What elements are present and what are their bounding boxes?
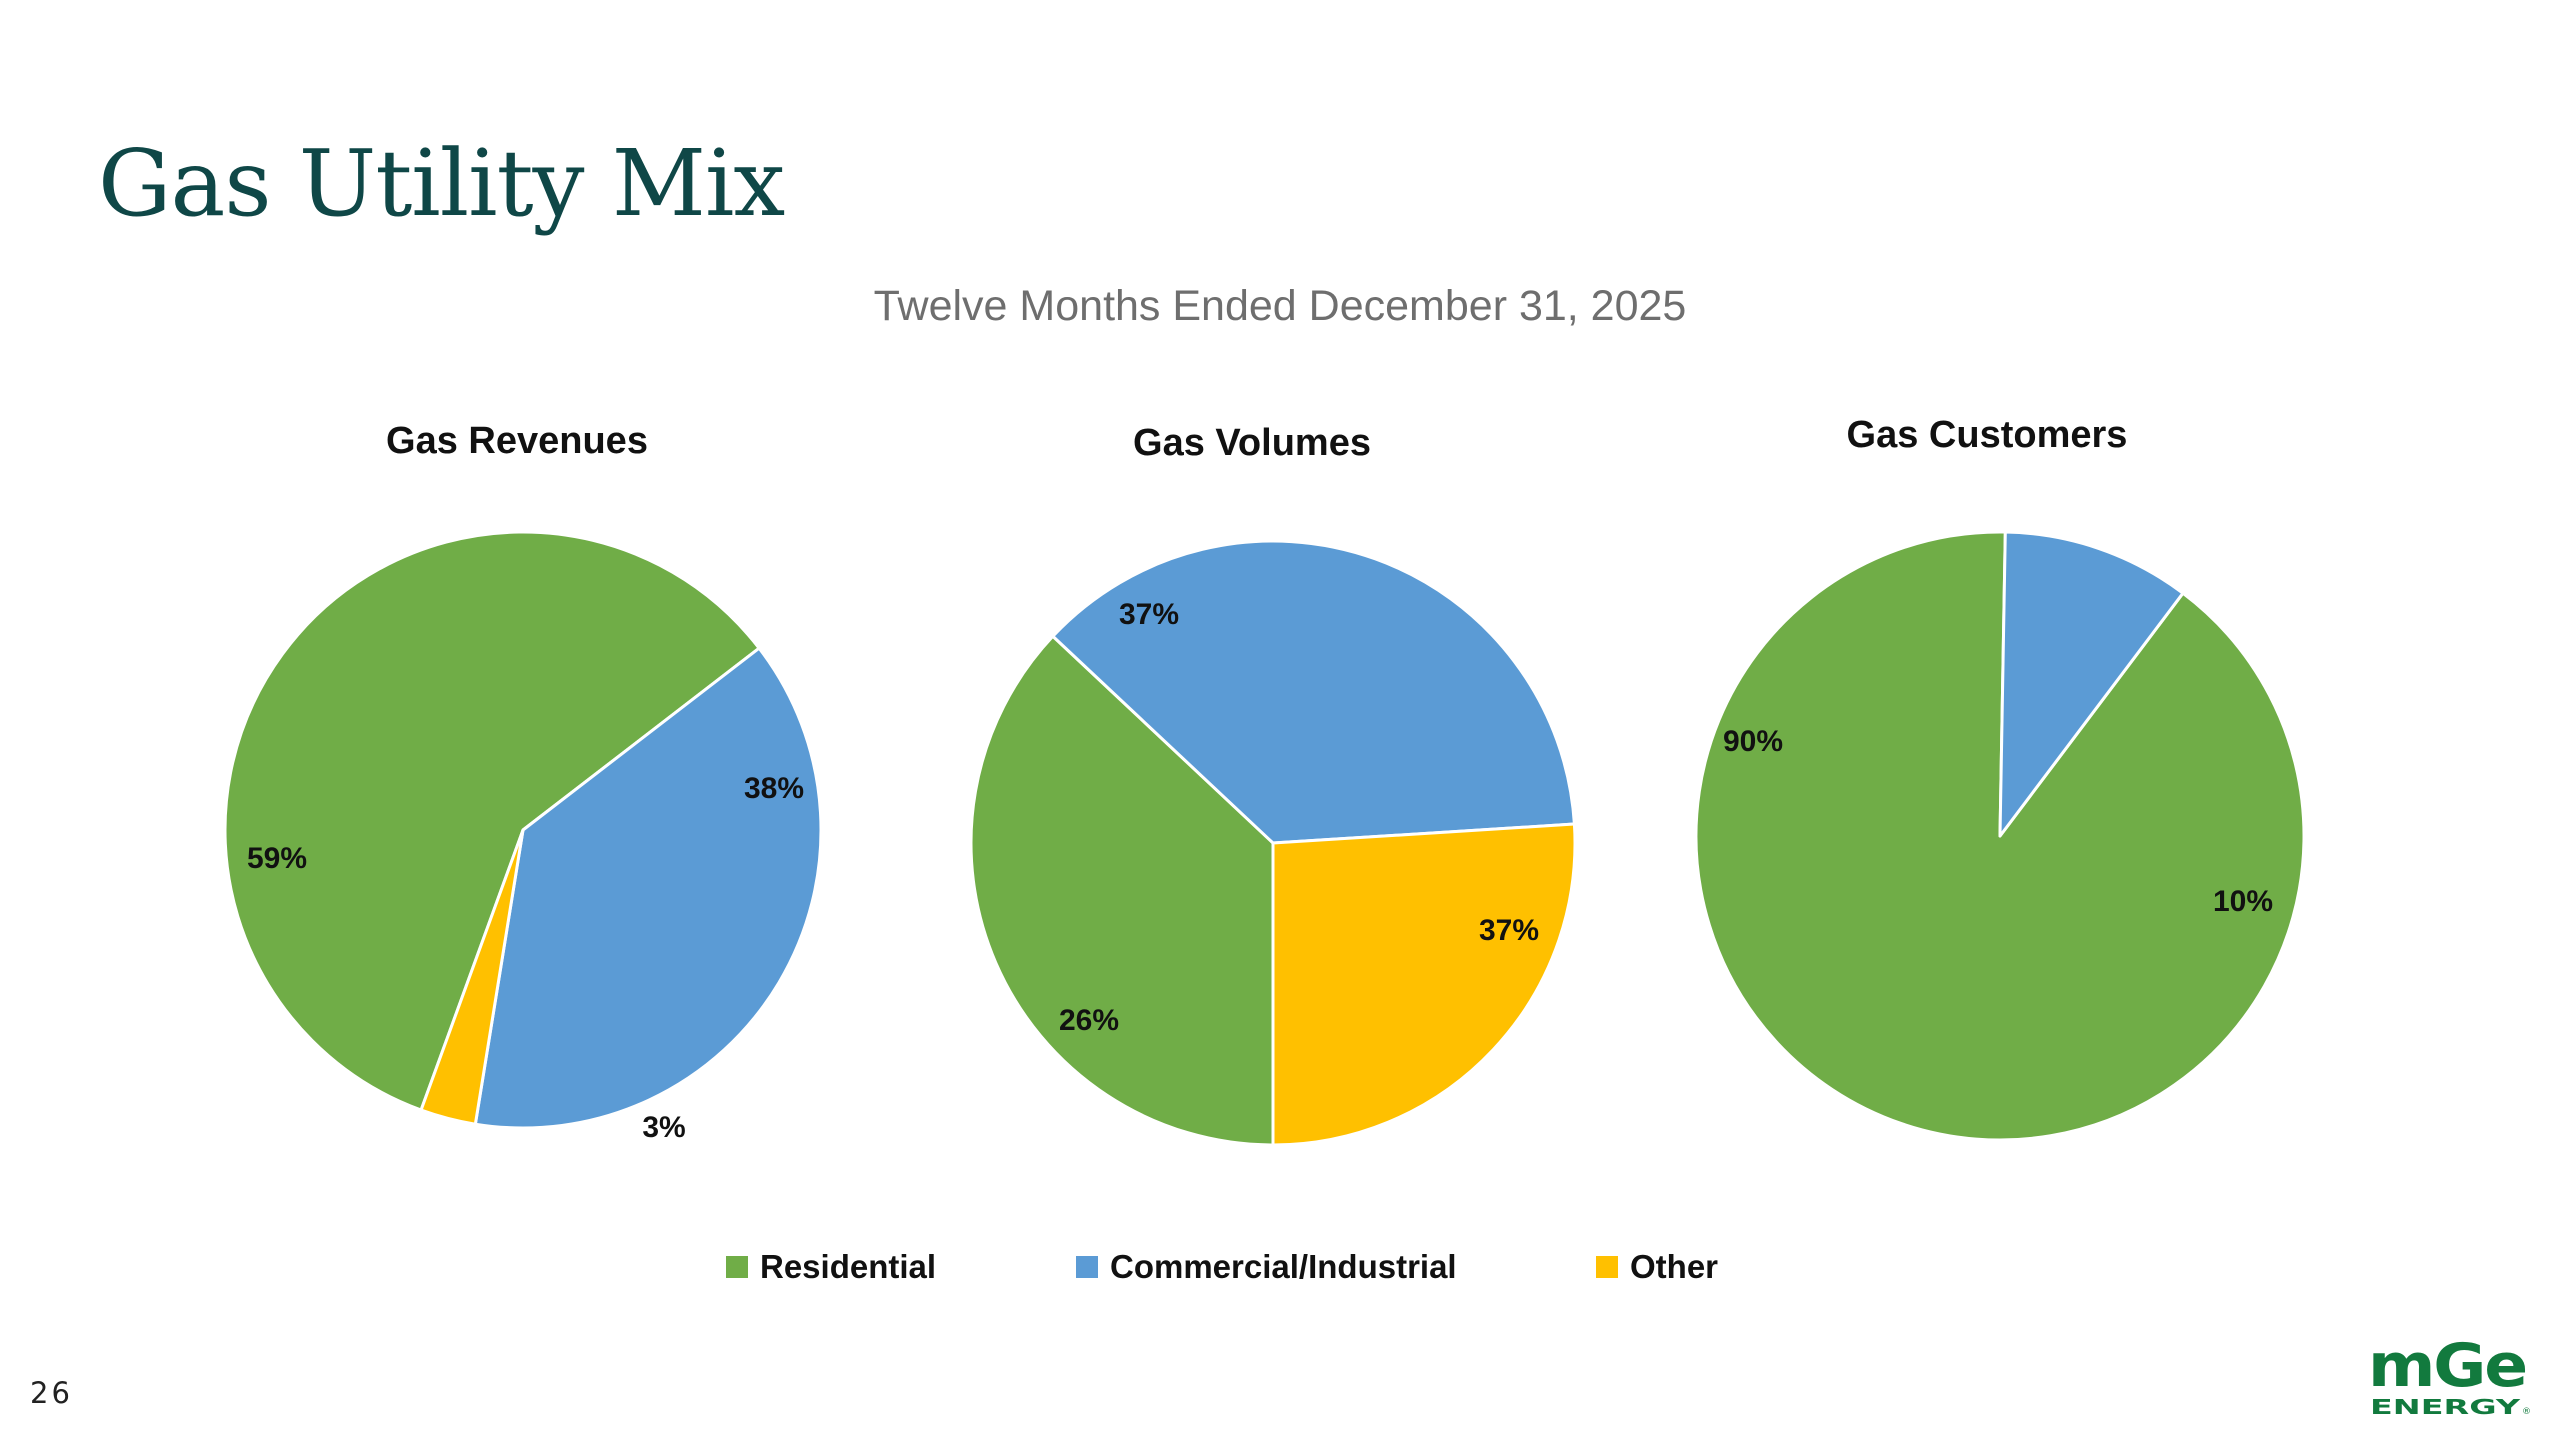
legend-swatch-other (1596, 1256, 1618, 1278)
mge-energy-logo: mGe ENERGY ® (2368, 1338, 2531, 1418)
data-label-gas-customers-commercial-industrial: 10% (2213, 885, 2273, 918)
page-title: Gas Utility Mix (98, 130, 785, 237)
page-number: 26 (30, 1376, 73, 1410)
pie-slice-gas-volumes-other (1271, 822, 1577, 1147)
chart-title-volumes: Gas Volumes (1133, 422, 1371, 464)
legend-label-residential: Residential (760, 1248, 937, 1285)
pie-slice-gas-customers-commercial-industrial (1998, 530, 2185, 838)
data-label-gas-volumes-residential: 37% (1119, 598, 1179, 631)
legend-swatch-commercial (1076, 1256, 1098, 1278)
page-subtitle: Twelve Months Ended December 31, 2025 (873, 282, 1687, 330)
data-label-gas-volumes-other: 26% (1059, 1004, 1119, 1037)
data-label-gas-customers-residential: 90% (1723, 725, 1783, 758)
pie-slice-gas-volumes-residential (969, 634, 1275, 1147)
chart-title-customers: Gas Customers (1846, 414, 2128, 456)
chart-title-revenues: Gas Revenues (386, 420, 648, 462)
svg-text:ENERGY: ENERGY (2370, 1395, 2521, 1418)
pie-slice-gas-revenues-commercial-industrial (473, 646, 823, 1130)
pie-slice-gas-revenues-other (419, 828, 525, 1126)
legend: Residential Commercial/Industrial Other (0, 1248, 2560, 1298)
pie-slice-gas-volumes-commercial-industrial (1051, 539, 1576, 845)
data-label-gas-revenues-residential: 59% (247, 842, 307, 875)
legend-swatch-residential (726, 1256, 748, 1278)
legend-label-other: Other (1630, 1248, 1719, 1285)
svg-text:®: ® (2522, 1407, 2531, 1417)
data-label-gas-volumes-commercial-industrial: 37% (1479, 914, 1539, 947)
svg-text:mGe: mGe (2368, 1338, 2526, 1401)
legend-item-other: Other (1596, 1248, 1718, 1286)
pie-slice-gas-revenues-residential (223, 530, 761, 1112)
data-label-gas-revenues-other: 3% (642, 1111, 685, 1144)
data-label-gas-revenues-commercial-industrial: 38% (744, 772, 804, 805)
legend-item-commercial: Commercial/Industrial (1076, 1248, 1457, 1286)
legend-item-residential: Residential (726, 1248, 936, 1286)
legend-label-commercial: Commercial/Industrial (1110, 1248, 1457, 1285)
pie-slice-gas-customers-residential (1694, 530, 2306, 1142)
